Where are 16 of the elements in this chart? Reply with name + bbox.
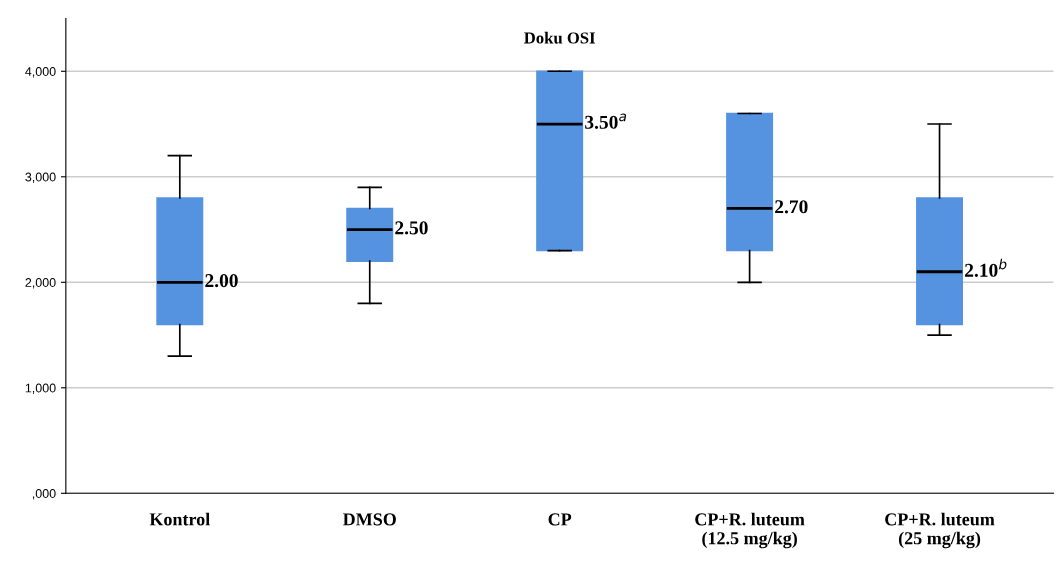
y-tick-label: 1,000 [25, 383, 56, 394]
x-tick-label: Kontrol [149, 512, 210, 526]
x-tick-label: DMSO [342, 513, 396, 526]
x-tick-label: CP [548, 513, 572, 526]
annotation: 2.50 [395, 221, 428, 235]
annotation: 2.00 [205, 274, 238, 288]
y-tick-label: 2,000 [25, 278, 56, 289]
x-tick-label: CP+R. luteum (12.5 mg/kg) [695, 512, 805, 549]
annotation: 2.70 [775, 200, 808, 214]
y-tick-label: 4,000 [25, 67, 56, 78]
annotation: 3.50$^{a}$ [585, 113, 627, 129]
text: Doku OSI [524, 31, 596, 44]
annotation: 2.10$^{b}$ [965, 258, 1007, 277]
y-tick-label: 3,000 [25, 172, 56, 183]
y-tick-label: ,000 [32, 489, 56, 500]
x-tick-label: CP+R. luteum (25 mg/kg) [885, 512, 995, 549]
